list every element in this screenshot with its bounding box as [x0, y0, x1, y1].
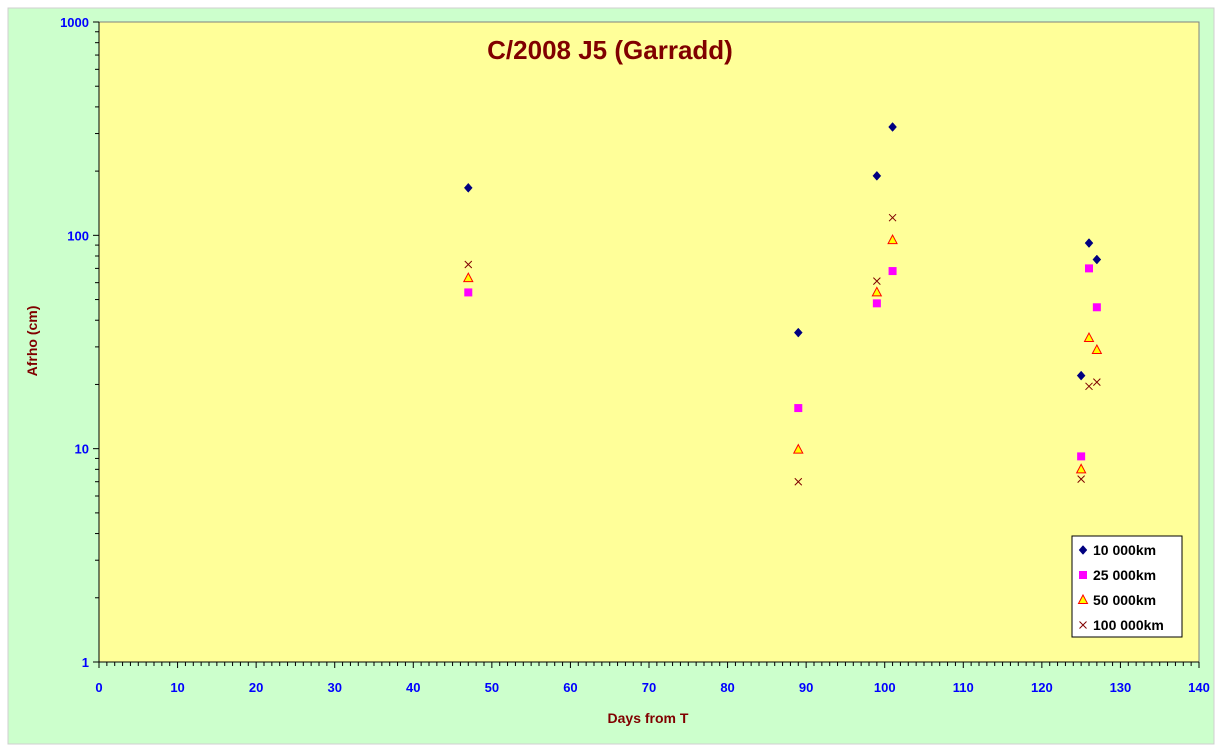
y-tick-label: 1 — [82, 655, 89, 670]
series-2 — [464, 264, 1101, 461]
series-1 — [463, 122, 1102, 381]
x-tick-label: 0 — [95, 680, 102, 695]
data-point — [464, 288, 473, 297]
x-tick-label: 50 — [485, 680, 499, 695]
data-point — [794, 404, 803, 413]
legend-box — [1071, 535, 1183, 638]
data-point — [1091, 343, 1103, 355]
x-tick-label: 140 — [1188, 680, 1210, 695]
legend-marker — [1079, 571, 1087, 579]
data-point — [1075, 463, 1087, 474]
y-tick-label: 10 — [75, 442, 89, 457]
data-point — [1085, 382, 1093, 391]
legend-label: 25 000km — [1093, 567, 1156, 583]
x-tick-label: 40 — [406, 680, 420, 695]
legend-item: 10 000km — [1078, 542, 1156, 558]
legend-marker — [1078, 545, 1088, 555]
data-point — [462, 272, 474, 283]
x-tick-label: 110 — [953, 680, 974, 695]
data-point — [1083, 331, 1095, 343]
data-point — [872, 170, 882, 181]
x-tick-label: 100 — [874, 680, 896, 695]
x-axis-title: Days from T — [608, 710, 689, 726]
data-point — [888, 213, 897, 222]
x-tick-label: 30 — [327, 680, 341, 695]
data-point — [794, 477, 803, 486]
series-3 — [462, 234, 1103, 474]
x-tick-label: 80 — [720, 680, 734, 695]
data-points — [462, 122, 1103, 486]
y-axis-title: Afrho (cm) — [24, 306, 40, 377]
x-tick-label: 120 — [1031, 680, 1053, 695]
data-point — [792, 443, 804, 454]
data-point — [463, 182, 473, 193]
x-tick-label: 20 — [249, 680, 263, 695]
data-point — [1077, 452, 1086, 461]
legend-item: 50 000km — [1077, 592, 1156, 608]
data-point — [887, 234, 898, 245]
data-point — [1093, 378, 1101, 387]
x-tick-label: 130 — [1110, 680, 1132, 695]
x-tick-label: 10 — [170, 680, 184, 695]
data-point — [872, 299, 881, 308]
legend-marker — [1077, 593, 1089, 604]
data-point — [464, 260, 473, 269]
x-tick-label: 60 — [563, 680, 577, 695]
x-tick-label: 70 — [642, 680, 656, 695]
legend-item: 25 000km — [1079, 567, 1156, 583]
data-point — [871, 286, 883, 297]
plot-area — [98, 21, 1200, 663]
data-point — [1085, 264, 1093, 273]
axes — [93, 21, 1200, 668]
x-tick-label: 90 — [799, 680, 813, 695]
series-4 — [464, 213, 1101, 486]
data-point — [1092, 303, 1101, 312]
data-point — [873, 277, 881, 285]
chart-title: C/2008 J5 (Garradd) — [487, 35, 733, 65]
data-point — [1077, 475, 1085, 483]
legend-label: 100 000km — [1093, 617, 1164, 633]
data-point — [888, 122, 897, 132]
data-point — [1084, 238, 1094, 248]
data-point — [888, 267, 897, 276]
y-tick-label: 100 — [67, 228, 89, 243]
data-point — [1092, 254, 1102, 265]
legend-label: 10 000km — [1093, 542, 1156, 558]
legend-label: 50 000km — [1093, 592, 1156, 608]
data-point — [1076, 370, 1086, 381]
data-point — [793, 327, 803, 338]
legend: 10 000km 25 000km 50 000km 100 000km — [1071, 535, 1183, 638]
tick-labels: 0 10 20 30 40 50 60 70 80 90 100 110 120 130 140110100… — [60, 15, 1210, 695]
legend-marker — [1079, 621, 1087, 629]
legend-item: 100 000km — [1079, 617, 1164, 633]
y-tick-label: 1000 — [60, 15, 89, 30]
